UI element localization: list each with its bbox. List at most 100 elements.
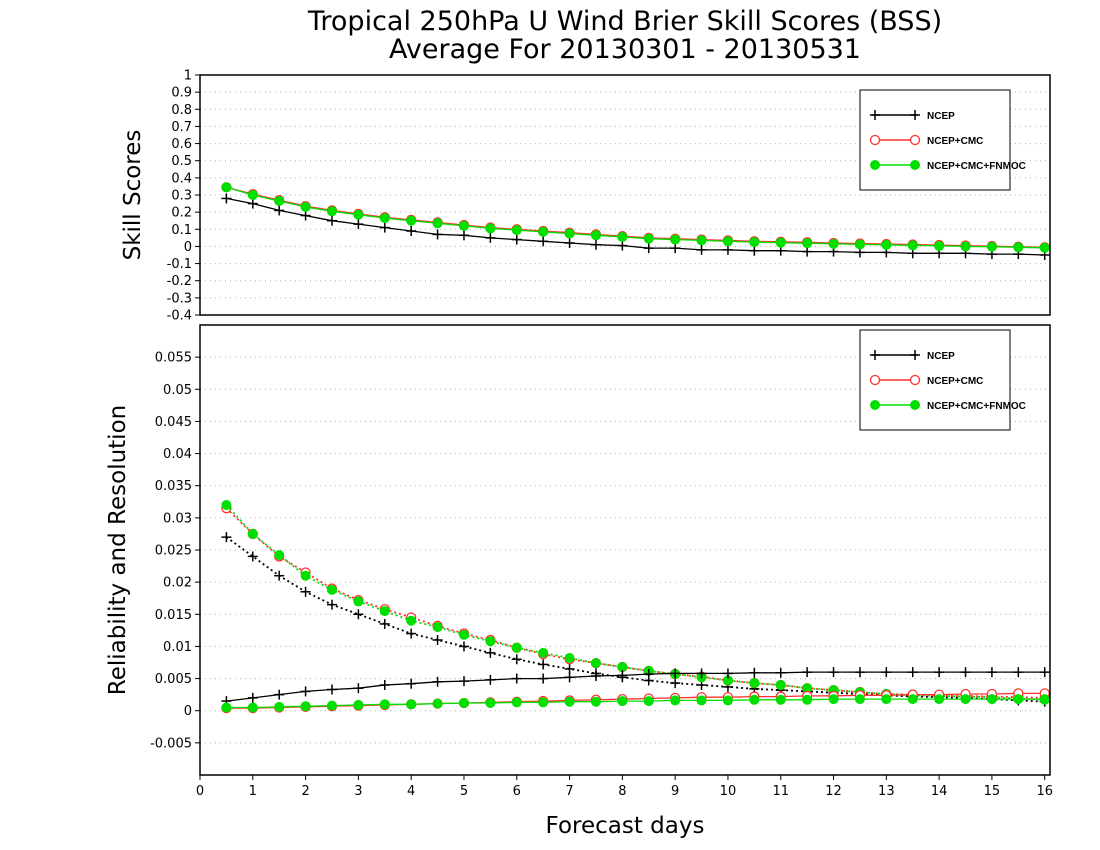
data-point: [485, 674, 496, 685]
data-point: [326, 584, 337, 595]
data-point: [590, 230, 601, 241]
data-point: [379, 680, 390, 690]
y-tick-label: 0.2: [171, 206, 192, 221]
data-point: [828, 667, 839, 678]
x-tick-label: 16: [1036, 784, 1053, 799]
y-tick-label: 0.01: [163, 640, 192, 655]
data-point: [538, 659, 549, 670]
legend-marker: [870, 350, 880, 360]
data-point: [564, 672, 575, 683]
data-point: [854, 694, 865, 705]
data-point: [564, 238, 575, 248]
x-tick-label: 2: [301, 784, 309, 799]
x-tick-label: 7: [565, 784, 573, 799]
series-ncep: [221, 193, 1050, 260]
data-point: [485, 636, 496, 647]
y-tick-label: 0.05: [163, 383, 192, 398]
legend-marker: [870, 110, 880, 120]
data-point: [458, 698, 469, 708]
data-point: [458, 676, 469, 687]
data-point: [907, 694, 918, 705]
y-tick-label: 0.025: [155, 544, 192, 559]
legend-marker: [909, 134, 921, 146]
data-point: [379, 618, 390, 629]
data-point: [934, 667, 945, 678]
data-point: [538, 236, 549, 247]
data-point: [643, 233, 654, 244]
data-point: [379, 699, 390, 710]
data-point: [511, 642, 522, 653]
x-tick-label: 6: [513, 784, 521, 799]
bottom-series: [221, 500, 1050, 714]
data-point: [749, 678, 760, 689]
legend-label: NCEP: [927, 111, 955, 122]
y-tick-label: -0.005: [150, 736, 192, 751]
chart-title: Tropical 250hPa U Wind Brier Skill Score…: [307, 6, 942, 37]
data-point: [326, 700, 337, 711]
data-point: [617, 696, 628, 707]
legend-entry: NCEP+CMC+FNMOC: [870, 400, 1026, 412]
x-tick-label: 10: [720, 784, 737, 799]
data-point: [775, 694, 786, 705]
data-point: [406, 628, 417, 639]
data-point: [274, 550, 285, 561]
y-tick-label: 0.04: [163, 447, 192, 462]
top-plot-frame: [199, 74, 1051, 316]
bottom-grid: [200, 356, 1050, 744]
legend-marker: [910, 160, 920, 170]
y-tick-label: -0.2: [167, 274, 192, 289]
y-tick-label: 0.7: [171, 120, 192, 135]
data-point: [881, 239, 892, 250]
x-tick-label: 5: [460, 784, 468, 799]
data-point: [221, 500, 232, 510]
data-point: [247, 551, 258, 562]
data-point: [1013, 667, 1024, 678]
data-point: [564, 696, 575, 707]
y-tick-label: 0.6: [171, 137, 192, 152]
y-tick-label: -0.4: [167, 309, 192, 324]
data-point: [564, 663, 575, 674]
series-line: [225, 504, 1045, 701]
data-point: [617, 232, 628, 242]
data-point: [300, 202, 311, 212]
y-tick-label: 0.055: [155, 351, 192, 366]
data-point: [696, 235, 707, 246]
data-point: [406, 226, 417, 236]
y-tick-label: -0.1: [167, 257, 192, 272]
bottom-y-axis-label: Reliability and Resolution: [105, 405, 131, 695]
x-axis: 0 1 2 3 4 5 6 7 8 9 10 11 12 13 14 15 16: [196, 775, 1053, 799]
legend-marker: [869, 374, 881, 386]
x-tick-label: 13: [878, 784, 895, 799]
legend-marker: [909, 374, 921, 386]
data-point: [247, 190, 258, 200]
legend-entry: NCEP: [870, 350, 955, 362]
data-point: [802, 667, 813, 678]
series-ncep-reliability: [221, 532, 1050, 707]
data-point: [564, 653, 575, 663]
data-point: [643, 696, 654, 707]
x-tick-label: 8: [618, 784, 626, 799]
data-point: [749, 667, 760, 678]
data-point: [722, 668, 733, 679]
data-point: [247, 528, 258, 539]
y-tick-label: 0.1: [171, 223, 192, 238]
data-point: [722, 695, 733, 706]
data-point: [617, 240, 628, 251]
data-point: [802, 246, 813, 257]
top-legend-frame: [859, 89, 1011, 191]
data-point: [643, 243, 654, 254]
data-point: [406, 678, 417, 689]
data-point: [854, 667, 865, 678]
data-point: [485, 223, 496, 234]
legend-label: NCEP+CMC: [927, 136, 983, 147]
data-point: [274, 205, 285, 216]
data-point: [1013, 242, 1024, 253]
data-point: [1039, 242, 1050, 253]
series-line: [226, 186, 1045, 249]
data-point: [696, 244, 707, 255]
data-point: [274, 570, 285, 581]
x-tick-label: 3: [354, 784, 362, 799]
y-tick-label: 0.015: [155, 608, 192, 623]
data-point: [538, 697, 549, 708]
